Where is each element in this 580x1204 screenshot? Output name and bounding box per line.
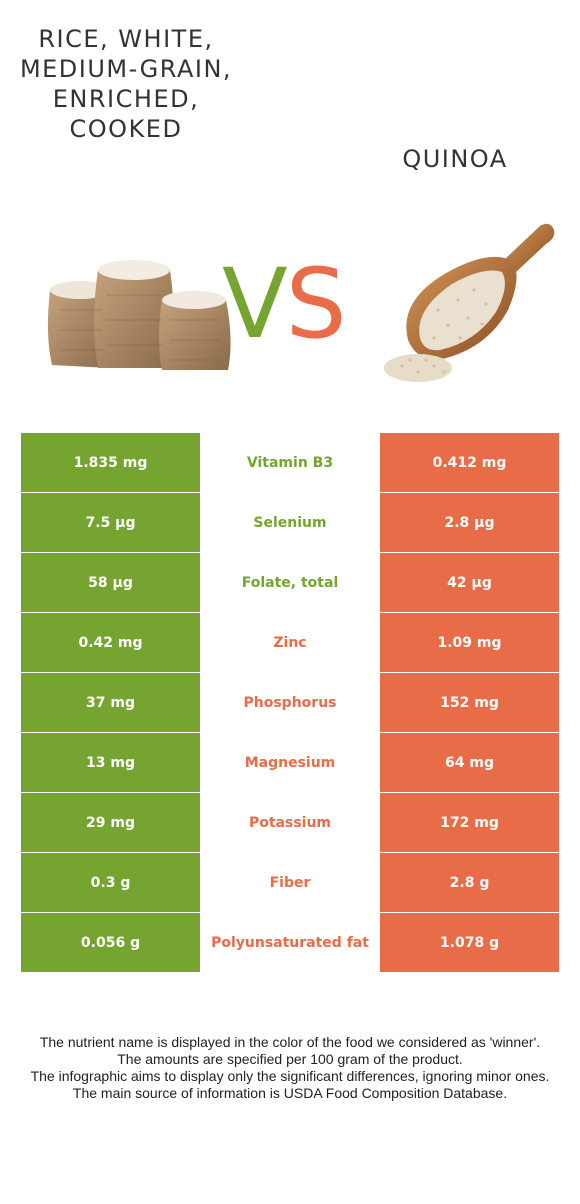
- left-value: 58 µg: [20, 552, 201, 613]
- footer-line: The infographic aims to display only the…: [30, 1068, 550, 1084]
- nutrient-name: Polyunsaturated fat: [200, 912, 380, 973]
- footer-line: The nutrient name is displayed in the co…: [39, 1034, 541, 1050]
- rice-sacks-image: [47, 260, 231, 370]
- vs-s: S: [285, 248, 347, 360]
- nutrient-name: Magnesium: [200, 732, 380, 793]
- nutrient-name: Fiber: [200, 852, 380, 913]
- food-left-title: Rice, white, medium-grain, enriched, coo…: [19, 25, 233, 143]
- left-value: 0.42 mg: [20, 612, 201, 673]
- footer-notes: The nutrient name is displayed in the co…: [20, 1034, 560, 1102]
- right-value: 2.8 µg: [379, 492, 560, 553]
- left-value: 1.835 mg: [20, 432, 201, 493]
- left-value: 7.5 µg: [20, 492, 201, 553]
- nutrient-name: Selenium: [200, 492, 380, 553]
- footer-line: The main source of information is USDA F…: [72, 1085, 508, 1101]
- left-value: 0.3 g: [20, 852, 201, 913]
- nutrient-name: Vitamin B3: [200, 432, 380, 493]
- left-value: 0.056 g: [20, 912, 201, 973]
- right-value: 1.09 mg: [379, 612, 560, 673]
- right-value: 0.412 mg: [379, 432, 560, 493]
- table-row: 58 µg Folate, total 42 µg: [20, 552, 560, 613]
- right-value: 42 µg: [379, 552, 560, 613]
- nutrient-name: Folate, total: [200, 552, 380, 613]
- left-value: 37 mg: [20, 672, 201, 733]
- comparison-table: 1.835 mg Vitamin B3 0.412 mg 7.5 µg Selenium…: [20, 432, 560, 973]
- table-row: 13 mg Magnesium 64 mg: [20, 732, 560, 793]
- vs-label: VS: [222, 256, 347, 352]
- nutrient-name: Phosphorus: [200, 672, 380, 733]
- table-row: 0.42 mg Zinc 1.09 mg: [20, 612, 560, 673]
- right-value: 172 mg: [379, 792, 560, 853]
- table-row: 1.835 mg Vitamin B3 0.412 mg: [20, 432, 560, 493]
- table-row: 7.5 µg Selenium 2.8 µg: [20, 492, 560, 553]
- vs-v: V: [222, 248, 288, 360]
- right-value: 152 mg: [379, 672, 560, 733]
- food-right-title: Quinoa: [402, 145, 508, 173]
- right-value: 2.8 g: [379, 852, 560, 913]
- table-row: 0.3 g Fiber 2.8 g: [20, 852, 560, 913]
- right-value: 64 mg: [379, 732, 560, 793]
- left-value: 13 mg: [20, 732, 201, 793]
- table-row: 0.056 g Polyunsaturated fat 1.078 g: [20, 912, 560, 973]
- right-value: 1.078 g: [379, 912, 560, 973]
- nutrient-name: Potassium: [200, 792, 380, 853]
- table-row: 29 mg Potassium 172 mg: [20, 792, 560, 853]
- left-value: 29 mg: [20, 792, 201, 853]
- quinoa-scoop-image: [384, 223, 555, 382]
- footer-line: The amounts are specified per 100 gram o…: [117, 1051, 463, 1067]
- table-row: 37 mg Phosphorus 152 mg: [20, 672, 560, 733]
- nutrient-name: Zinc: [200, 612, 380, 673]
